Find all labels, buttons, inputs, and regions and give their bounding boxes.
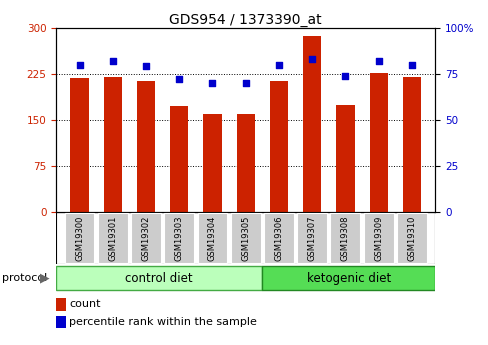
Text: GSM19303: GSM19303	[174, 215, 183, 261]
Text: GSM19307: GSM19307	[307, 215, 316, 261]
Text: GSM19301: GSM19301	[108, 215, 117, 261]
Bar	[303, 36, 321, 212]
Bar	[269, 81, 287, 212]
Text: ketogenic diet: ketogenic diet	[306, 272, 390, 285]
Text: GSM19305: GSM19305	[241, 215, 250, 261]
Bar	[170, 106, 188, 212]
Text: control diet: control diet	[125, 272, 193, 285]
Text: GSM19306: GSM19306	[274, 215, 283, 261]
Bar	[203, 114, 221, 212]
Bar	[369, 73, 387, 212]
Bar	[236, 114, 254, 212]
Point	[175, 77, 183, 82]
FancyBboxPatch shape	[396, 213, 426, 263]
Bar	[137, 81, 155, 212]
Point	[407, 62, 415, 67]
Text: GSM19300: GSM19300	[75, 215, 84, 261]
Point	[274, 62, 282, 67]
Text: count: count	[69, 299, 101, 309]
Bar	[336, 105, 354, 212]
Text: GSM19304: GSM19304	[207, 215, 217, 261]
Point	[307, 56, 315, 62]
Point	[109, 58, 117, 63]
FancyBboxPatch shape	[262, 266, 434, 290]
FancyBboxPatch shape	[164, 213, 194, 263]
FancyBboxPatch shape	[56, 266, 262, 290]
Bar	[70, 78, 88, 212]
Bar	[402, 77, 420, 212]
FancyBboxPatch shape	[230, 213, 260, 263]
Text: percentile rank within the sample: percentile rank within the sample	[69, 317, 257, 327]
Text: ▶: ▶	[40, 272, 50, 285]
Point	[208, 80, 216, 86]
Title: GDS954 / 1373390_at: GDS954 / 1373390_at	[169, 12, 322, 27]
Point	[374, 58, 382, 63]
Point	[341, 73, 348, 78]
Text: GSM19310: GSM19310	[407, 215, 416, 261]
Bar	[56, 298, 65, 310]
FancyBboxPatch shape	[197, 213, 227, 263]
FancyBboxPatch shape	[264, 213, 293, 263]
FancyBboxPatch shape	[297, 213, 326, 263]
Bar	[56, 316, 65, 328]
FancyBboxPatch shape	[131, 213, 161, 263]
Point	[76, 62, 83, 67]
Text: GSM19308: GSM19308	[340, 215, 349, 261]
FancyBboxPatch shape	[330, 213, 360, 263]
FancyBboxPatch shape	[98, 213, 127, 263]
Text: GSM19302: GSM19302	[141, 215, 150, 261]
Text: GSM19309: GSM19309	[373, 215, 383, 261]
Text: protocol: protocol	[2, 273, 48, 283]
Bar	[103, 77, 122, 212]
Point	[142, 63, 150, 69]
FancyBboxPatch shape	[64, 213, 94, 263]
Point	[242, 80, 249, 86]
FancyBboxPatch shape	[363, 213, 393, 263]
